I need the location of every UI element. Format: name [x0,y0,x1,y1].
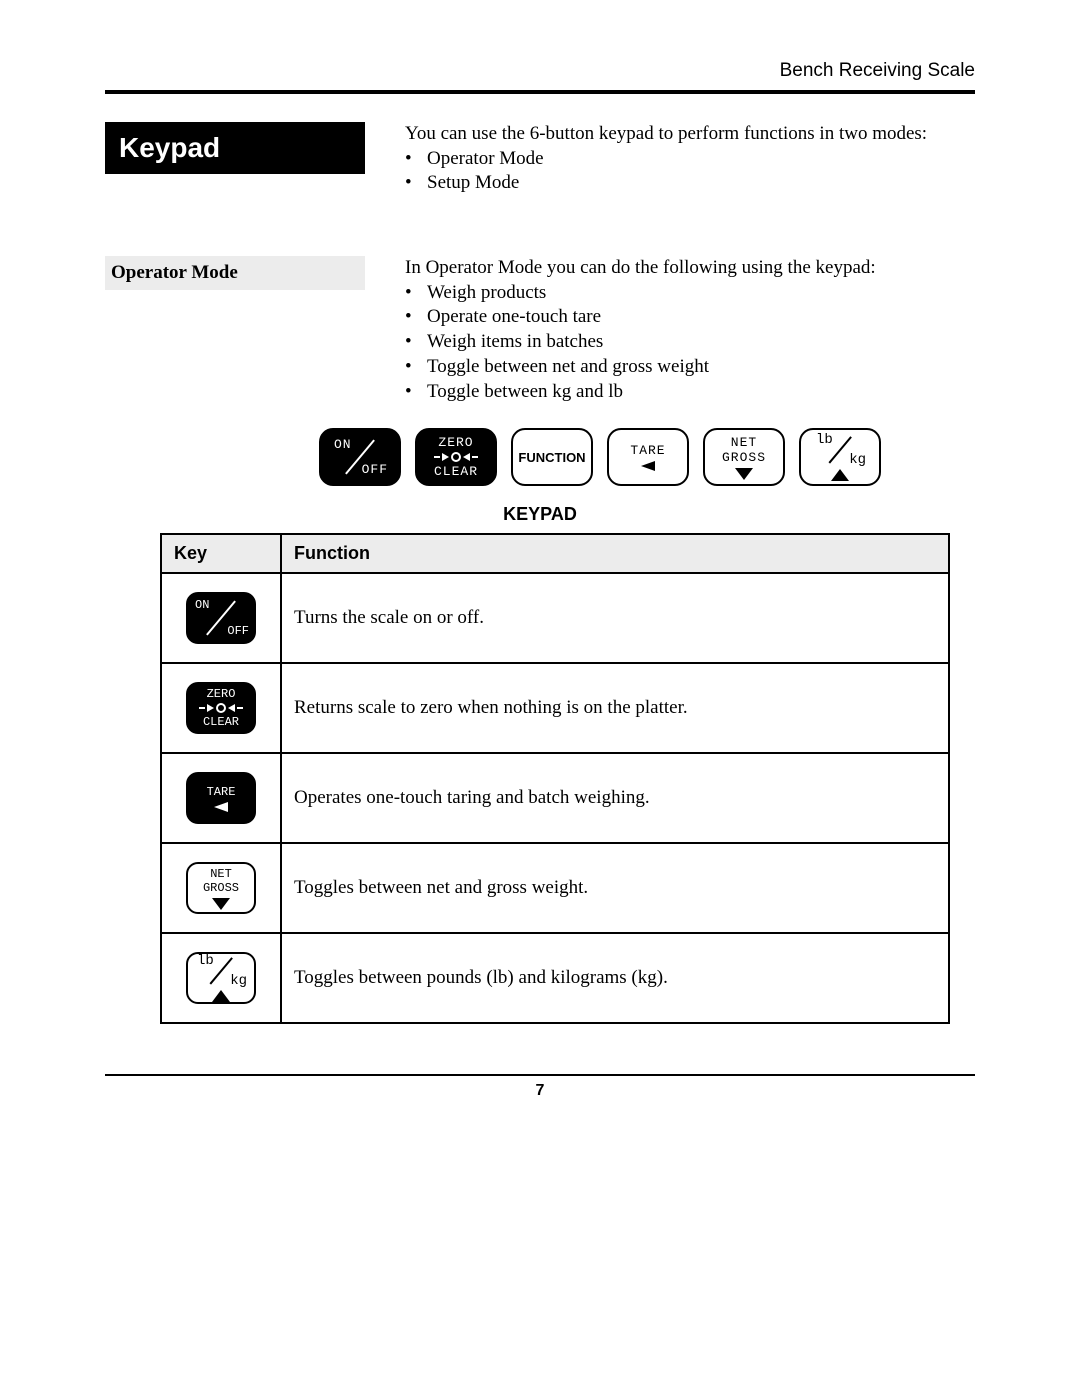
fn-text: Turns the scale on or off. [281,573,949,663]
clear-label: CLEAR [203,715,239,729]
arrow-up-icon [212,990,230,1002]
page-number: 7 [105,1082,975,1100]
off-label: OFF [362,462,388,477]
arrow-left-icon [214,802,228,812]
operator-heading: Operator Mode [105,256,365,290]
th-function: Function [281,534,949,573]
header-product: Bench Receiving Scale [105,60,975,82]
operator-item: Toggle between kg and lb [427,380,975,405]
tare-button[interactable]: TARE [607,428,689,486]
lb-label: lb [197,953,214,969]
bottom-rule [105,1074,975,1076]
on-label: ON [334,437,352,452]
operator-list: Weigh products Operate one-touch tare We… [405,281,975,404]
zero-key-icon: ZERO CLEAR [186,682,256,734]
intro-mode-list: Operator Mode Setup Mode [405,147,975,196]
operator-row: Operator Mode In Operator Mode you can d… [105,256,975,404]
operator-item: Toggle between net and gross weight [427,355,975,380]
arrow-down-icon [212,898,230,910]
table-row: ZERO CLEAR Returns scale to zero when no… [161,663,949,753]
operator-item: Weigh products [427,281,975,306]
zero-label: ZERO [207,687,236,701]
tare-key-icon: TARE [186,772,256,824]
zero-icon [434,452,478,462]
arrow-down-icon [735,468,753,480]
keypad-button-row: ON OFF ZERO CLEAR FUNCTION TARE NET GROS… [225,428,975,486]
off-label: OFF [227,624,249,638]
tare-label: TARE [630,443,665,458]
intro-row: Keypad You can use the 6-button keypad t… [105,122,975,196]
intro-mode-item: Operator Mode [427,147,975,172]
top-rule [105,90,975,94]
operator-item: Operate one-touch tare [427,305,975,330]
section-title: Keypad [105,122,365,174]
kg-label: kg [849,452,866,468]
table-row: TARE Operates one-touch taring and batch… [161,753,949,843]
fn-text: Toggles between net and gross weight. [281,843,949,933]
on-off-button[interactable]: ON OFF [319,428,401,486]
operator-item: Weigh items in batches [427,330,975,355]
zero-clear-button[interactable]: ZERO CLEAR [415,428,497,486]
kg-label: kg [230,973,247,989]
clear-label: CLEAR [434,464,478,479]
gross-label: GROSS [203,881,239,895]
keypad-table: Key Function ON OFF Turns the scale on o… [160,533,950,1024]
lb-label: lb [816,432,833,448]
net-gross-button[interactable]: NET GROSS [703,428,785,486]
function-label: FUNCTION [518,450,585,465]
operator-text: In Operator Mode you can do the followin… [405,256,975,281]
intro-text: You can use the 6-button keypad to perfo… [405,122,975,147]
arrow-left-icon [641,461,655,471]
net-label: NET [210,867,232,881]
lb-kg-button[interactable]: lb kg [799,428,881,486]
function-button[interactable]: FUNCTION [511,428,593,486]
keypad-caption: KEYPAD [105,504,975,525]
on-label: ON [195,598,209,612]
lbkg-key-icon: lb kg [186,952,256,1004]
fn-text: Operates one-touch taring and batch weig… [281,753,949,843]
page: Bench Receiving Scale Keypad You can use… [0,0,1080,1140]
gross-label: GROSS [722,450,766,465]
table-row: ON OFF Turns the scale on or off. [161,573,949,663]
th-key: Key [161,534,281,573]
net-label: NET [731,435,757,450]
intro-mode-item: Setup Mode [427,171,975,196]
on-off-key-icon: ON OFF [186,592,256,644]
netgross-key-icon: NET GROSS [186,862,256,914]
zero-icon [199,703,243,713]
table-row: lb kg Toggles between pounds (lb) and ki… [161,933,949,1023]
arrow-up-icon [831,469,849,481]
fn-text: Toggles between pounds (lb) and kilogram… [281,933,949,1023]
fn-text: Returns scale to zero when nothing is on… [281,663,949,753]
tare-label: TARE [207,785,236,799]
table-row: NET GROSS Toggles between net and gross … [161,843,949,933]
zero-label: ZERO [438,435,473,450]
